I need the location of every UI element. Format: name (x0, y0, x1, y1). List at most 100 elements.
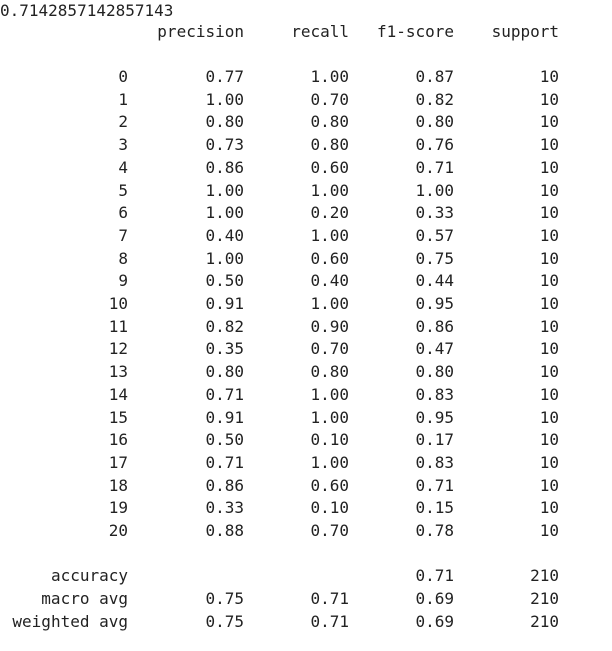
precision-cell: 0.88 (205, 521, 244, 540)
table-row: 7 0.40 1.00 0.57 10 (0, 225, 612, 248)
row-label: 3 (118, 135, 128, 155)
recall-cell: 0.90 (310, 316, 349, 336)
row-label: 11 (108, 316, 128, 336)
table-row: macro avg 0.75 0.71 0.69 210 (0, 588, 612, 611)
precision-cell: 1.00 (205, 248, 244, 268)
precision-cell: 0.86 (205, 475, 244, 495)
table-row: 3 0.73 0.80 0.76 10 (0, 134, 612, 157)
table-row: 16 0.50 0.10 0.17 10 (0, 429, 612, 452)
support-cell: 10 (539, 271, 559, 291)
precision-cell: 0.80 (205, 362, 244, 382)
support-cell: 10 (539, 407, 559, 427)
f1-score-cell: 0.80 (415, 112, 454, 132)
table-row: 1 1.00 0.70 0.82 10 (0, 89, 612, 112)
precision-cell: 0.82 (205, 316, 244, 336)
f1-score-cell: 0.33 (415, 203, 454, 223)
table-row: 18 0.86 0.60 0.71 10 (0, 475, 612, 498)
support-cell: 10 (539, 248, 559, 268)
support-cell: 10 (539, 180, 559, 200)
row-label: 17 (108, 452, 128, 472)
recall-cell: 0.71 (310, 589, 349, 608)
header-precision: precision (157, 22, 244, 41)
f1-score-cell: 0.71 (415, 157, 454, 177)
f1-score-cell: 0.71 (415, 475, 454, 495)
f1-score-cell: 0.86 (415, 316, 454, 336)
support-cell: 10 (539, 67, 559, 86)
recall-cell: 0.60 (310, 157, 349, 177)
f1-score-cell: 0.57 (415, 225, 454, 245)
f1-score-cell: 0.69 (415, 589, 454, 608)
support-cell: 10 (539, 203, 559, 223)
precision-cell: 0.40 (205, 225, 244, 245)
precision-cell: 0.75 (205, 589, 244, 608)
f1-score-cell: 0.78 (415, 521, 454, 540)
precision-cell: 0.71 (205, 452, 244, 472)
table-row: 4 0.86 0.60 0.71 10 (0, 157, 612, 180)
recall-cell: 0.60 (310, 248, 349, 268)
f1-score-cell: 0.15 (415, 498, 454, 518)
row-label: macro avg (41, 589, 128, 608)
support-cell: 10 (539, 498, 559, 518)
recall-cell: 0.80 (310, 135, 349, 155)
recall-cell: 0.40 (310, 271, 349, 291)
support-cell: 10 (539, 475, 559, 495)
row-label: 8 (118, 248, 128, 268)
row-label: 13 (108, 362, 128, 382)
table-row: 13 0.80 0.80 0.80 10 (0, 361, 612, 384)
f1-score-cell: 0.82 (415, 89, 454, 109)
f1-score-cell: 0.95 (415, 407, 454, 427)
precision-cell: 0.50 (205, 430, 244, 450)
table-row: 8 1.00 0.60 0.75 10 (0, 248, 612, 271)
row-label: 14 (108, 384, 128, 404)
header-recall: recall (291, 22, 349, 41)
table-row: 15 0.91 1.00 0.95 10 (0, 407, 612, 430)
report-header: precision recall f1-score support (0, 21, 612, 44)
row-label: 6 (118, 203, 128, 223)
f1-score-cell: 0.87 (415, 67, 454, 86)
recall-cell: 0.10 (310, 430, 349, 450)
precision-cell: 1.00 (205, 180, 244, 200)
f1-score-cell: 0.71 (415, 566, 454, 585)
table-row: 19 0.33 0.10 0.15 10 (0, 497, 612, 520)
precision-cell: 0.50 (205, 271, 244, 291)
table-row: 20 0.88 0.70 0.78 10 (0, 520, 612, 543)
row-label: 4 (118, 157, 128, 177)
recall-cell: 1.00 (310, 407, 349, 427)
row-label: 16 (108, 430, 128, 450)
recall-cell: 1.00 (310, 67, 349, 86)
row-label: 12 (108, 339, 128, 359)
row-label: weighted avg (12, 612, 128, 631)
support-cell: 10 (539, 430, 559, 450)
support-cell: 10 (539, 157, 559, 177)
table-row: weighted avg 0.75 0.71 0.69 210 (0, 611, 612, 634)
precision-cell: 0.91 (205, 294, 244, 313)
support-cell: 10 (539, 89, 559, 109)
table-row: accuracy 0.71 210 (0, 565, 612, 588)
f1-score-cell: 0.83 (415, 384, 454, 404)
recall-cell: 0.70 (310, 521, 349, 540)
support-cell: 10 (539, 112, 559, 132)
support-cell: 10 (539, 294, 559, 313)
support-cell: 10 (539, 135, 559, 155)
recall-cell: 0.70 (310, 339, 349, 359)
precision-cell: 1.00 (205, 89, 244, 109)
recall-cell: 0.10 (310, 498, 349, 518)
table-row: 12 0.35 0.70 0.47 10 (0, 338, 612, 361)
row-label: 9 (118, 271, 128, 291)
support-cell: 210 (530, 566, 559, 585)
f1-score-cell: 1.00 (415, 180, 454, 200)
support-cell: 210 (530, 612, 559, 631)
row-label: 15 (108, 407, 128, 427)
table-row: 5 1.00 1.00 1.00 10 (0, 180, 612, 203)
support-cell: 10 (539, 339, 559, 359)
f1-score-cell: 0.47 (415, 339, 454, 359)
recall-cell: 0.60 (310, 475, 349, 495)
recall-cell: 1.00 (310, 452, 349, 472)
precision-cell: 1.00 (205, 203, 244, 223)
row-label: 18 (108, 475, 128, 495)
table-row: 14 0.71 1.00 0.83 10 (0, 384, 612, 407)
f1-score-cell: 0.80 (415, 362, 454, 382)
f1-score-cell: 0.69 (415, 612, 454, 631)
table-row: 10 0.91 1.00 0.95 10 (0, 293, 612, 316)
support-cell: 10 (539, 452, 559, 472)
